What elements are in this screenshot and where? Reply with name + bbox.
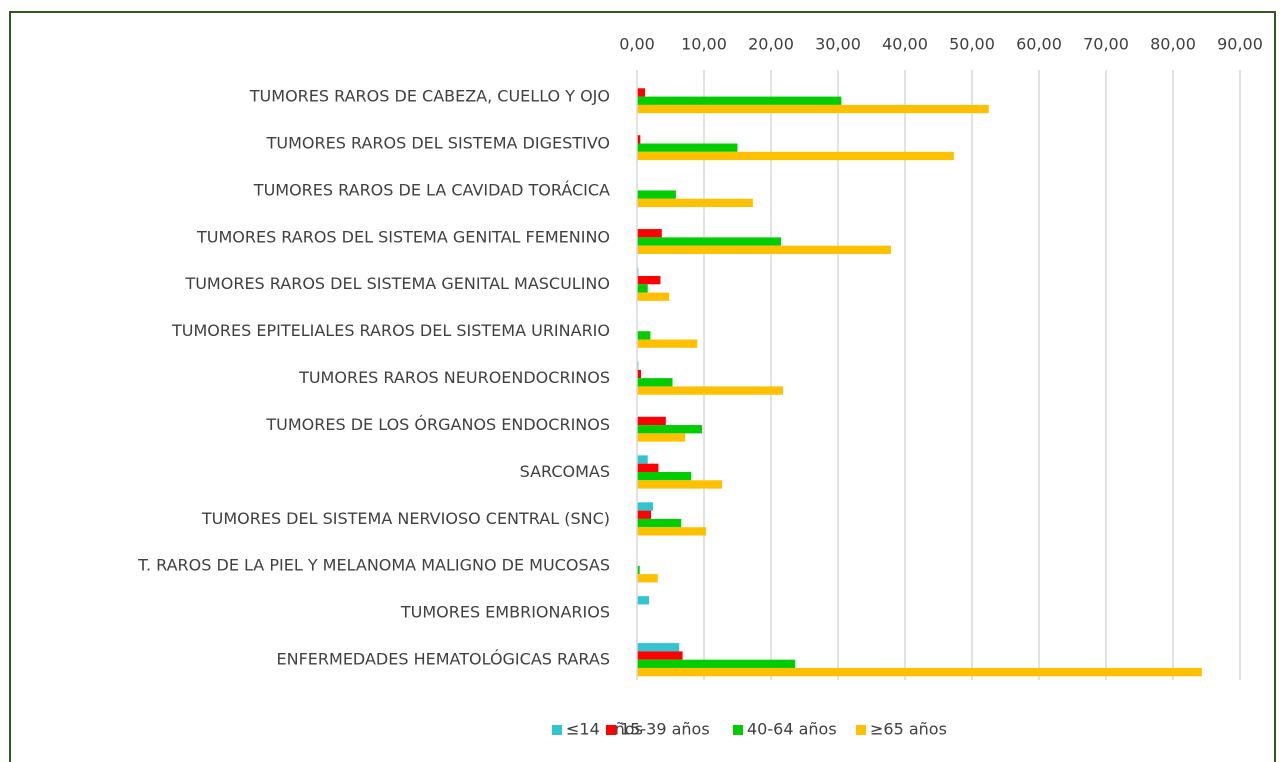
bar <box>637 237 782 246</box>
bar <box>637 651 683 660</box>
bar <box>637 471 692 481</box>
bar <box>637 229 662 238</box>
category-label: TUMORES RAROS NEUROENDOCRINOS <box>298 368 610 387</box>
bar <box>637 284 648 293</box>
category-label: TUMORES RAROS DE CABEZA, CUELLO Y OJO <box>249 87 610 106</box>
legend-swatch <box>733 725 743 735</box>
bar <box>637 378 673 387</box>
category-label: TUMORES EPITELIALES RAROS DEL SISTEMA UR… <box>171 321 610 340</box>
x-tick-label: 60,00 <box>1016 35 1062 54</box>
bar <box>637 480 723 489</box>
category-label: SARCOMAS <box>520 462 610 481</box>
legend-swatch <box>606 725 616 735</box>
bar <box>637 96 842 105</box>
x-tick-label: 20,00 <box>748 35 794 54</box>
bar <box>637 502 654 511</box>
bar <box>637 455 648 464</box>
bar <box>637 292 670 301</box>
x-tick-label: 40,00 <box>882 35 928 54</box>
category-label: TUMORES RAROS DEL SISTEMA GENITAL FEMENI… <box>196 227 610 246</box>
bar <box>637 275 661 285</box>
legend-label: ≥65 años <box>870 720 947 739</box>
chart-border <box>9 11 1276 762</box>
category-label: TUMORES RAROS DEL SISTEMA GENITAL MASCUL… <box>184 274 610 293</box>
bar <box>637 416 666 426</box>
bar <box>637 369 642 379</box>
legend-label: ≤14 años <box>566 720 643 739</box>
category-label: TUMORES RAROS DEL SISTEMA DIGESTIVO <box>266 133 610 152</box>
bar <box>637 463 659 472</box>
category-label: TUMORES DEL SISTEMA NERVIOSO CENTRAL (SN… <box>201 509 610 528</box>
bar <box>637 518 682 528</box>
category-label: TUMORES RAROS DE LA CAVIDAD TORÁCICA <box>253 180 610 199</box>
x-tick-label: 70,00 <box>1083 35 1129 54</box>
bar <box>637 151 954 161</box>
category-label: TUMORES EMBRIONARIOS <box>400 603 610 622</box>
legend-swatch <box>552 725 562 735</box>
category-label: ENFERMEDADES HEMATOLÓGICAS RARAS <box>277 650 611 669</box>
legend-swatch <box>856 725 866 735</box>
x-tick-label: 0,00 <box>619 35 655 54</box>
bar <box>637 331 651 340</box>
bar <box>637 565 640 575</box>
bar <box>637 143 738 152</box>
bar <box>637 425 702 434</box>
x-tick-label: 80,00 <box>1150 35 1196 54</box>
x-tick-label: 50,00 <box>949 35 995 54</box>
x-tick-label: 90,00 <box>1217 35 1263 54</box>
bar <box>637 433 686 442</box>
bar <box>637 510 652 519</box>
bar <box>637 596 650 605</box>
bar <box>637 135 641 144</box>
bar <box>637 659 796 668</box>
bar <box>637 386 784 395</box>
bar <box>637 339 698 348</box>
bar <box>637 643 680 652</box>
x-tick-label: 10,00 <box>681 35 727 54</box>
bar <box>637 667 1202 677</box>
bar <box>637 574 658 583</box>
category-label: T. RAROS DE LA PIEL Y MELANOMA MALIGNO D… <box>137 556 610 575</box>
bar <box>637 88 646 97</box>
x-tick-label: 30,00 <box>815 35 861 54</box>
legend-label: 15-39 años <box>620 720 710 739</box>
bar <box>637 190 676 199</box>
bar <box>637 104 989 114</box>
bar <box>637 527 707 536</box>
category-label: TUMORES DE LOS ÓRGANOS ENDOCRINOS <box>265 415 610 434</box>
legend-label: 40-64 años <box>747 720 837 739</box>
bar <box>637 245 891 254</box>
bar <box>637 198 753 208</box>
